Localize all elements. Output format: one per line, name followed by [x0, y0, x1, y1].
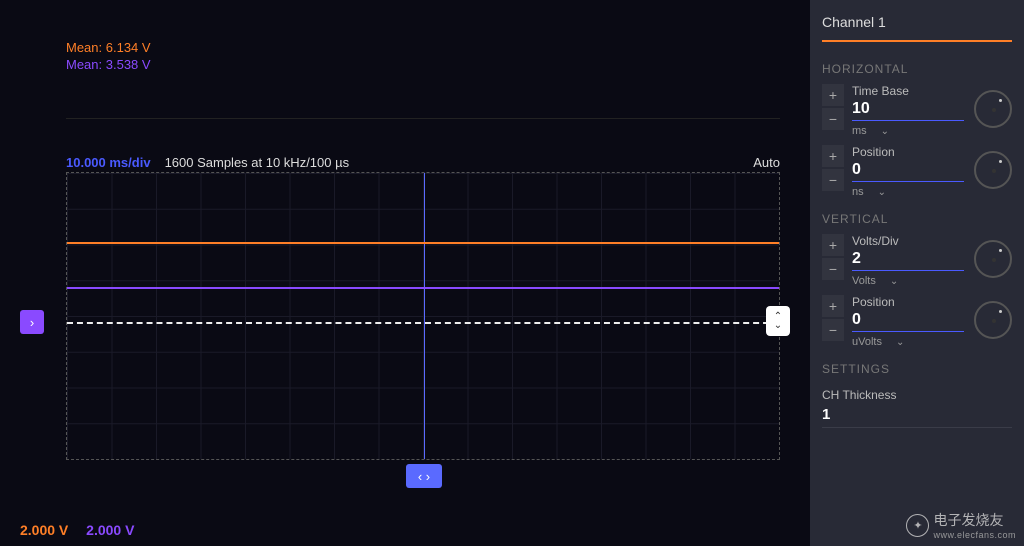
ch1-scale: 2.000 V [20, 522, 68, 538]
vdiv-knob[interactable] [974, 240, 1012, 278]
watermark-line1: 电子发烧友 [933, 510, 1016, 530]
channel-title: Channel 1 [822, 8, 1012, 40]
trace-ch2 [67, 287, 779, 289]
section-settings: SETTINGS [822, 362, 1012, 376]
sidebar-panel: Channel 1 HORIZONTAL + − Time Base 10 ms… [810, 0, 1024, 546]
chevron-down-icon[interactable]: ⌄ [890, 276, 898, 287]
chevron-down-icon[interactable]: ⌄ [896, 337, 904, 348]
trigger-level-line[interactable] [67, 322, 779, 324]
hpos-label: Position [852, 145, 964, 159]
thickness-value[interactable]: 1 [822, 402, 1012, 428]
vpos-knob[interactable] [974, 301, 1012, 339]
timebase-label: 10.000 ms/div [66, 155, 151, 170]
hpos-unit: ns [852, 186, 864, 198]
vdiv-unit: Volts [852, 275, 876, 287]
channel-accent [822, 40, 1012, 42]
mean-ch1: Mean: 6.134 V [66, 40, 151, 55]
timebase-value[interactable]: 10 [852, 100, 964, 121]
watermark: ✦ 电子发烧友 www.elecfans.com [906, 510, 1016, 540]
vpos-control: + − Position 0 uVolts ⌄ [822, 295, 1012, 348]
timebase-label: Time Base [852, 84, 964, 98]
watermark-line2: www.elecfans.com [933, 530, 1016, 540]
trigger-level-handle[interactable]: ⌃ ⌄ [766, 306, 790, 336]
hpos-inc-button[interactable]: + [822, 145, 844, 167]
timebase-unit: ms [852, 125, 867, 137]
vpos-unit: uVolts [852, 336, 882, 348]
hpos-control: + − Position 0 ns ⌄ [822, 145, 1012, 198]
hpos-knob[interactable] [974, 151, 1012, 189]
vpos-label: Position [852, 295, 964, 309]
chevron-down-icon: ⌄ [774, 321, 782, 330]
vpos-dec-button[interactable]: − [822, 319, 844, 341]
hpos-value[interactable]: 0 [852, 161, 964, 182]
trace-ch1 [67, 242, 779, 244]
chevron-down-icon[interactable]: ⌄ [878, 187, 886, 198]
chevron-down-icon[interactable]: ⌄ [881, 126, 889, 137]
vdiv-control: + − Volts/Div 2 Volts ⌄ [822, 234, 1012, 287]
vpos-value[interactable]: 0 [852, 311, 964, 332]
vdiv-value[interactable]: 2 [852, 250, 964, 271]
time-cursor-handle[interactable]: ‹ › [406, 464, 442, 488]
timebase-dec-button[interactable]: − [822, 108, 844, 130]
plot-grid[interactable] [66, 172, 780, 460]
ch2-scale: 2.000 V [86, 522, 134, 538]
sample-info: 1600 Samples at 10 kHz/100 µs [165, 155, 350, 170]
section-horizontal: HORIZONTAL [822, 62, 1012, 76]
timebase-knob[interactable] [974, 90, 1012, 128]
channel-offset-handle[interactable]: › [20, 310, 44, 334]
vdiv-label: Volts/Div [852, 234, 964, 248]
channel-scales: 2.000 V 2.000 V [20, 522, 148, 538]
vpos-inc-button[interactable]: + [822, 295, 844, 317]
vdiv-dec-button[interactable]: − [822, 258, 844, 280]
trigger-mode: Auto [753, 155, 780, 170]
measurement-readouts: Mean: 6.134 V Mean: 3.538 V [66, 40, 151, 74]
section-vertical: VERTICAL [822, 212, 1012, 226]
mean-ch2: Mean: 3.538 V [66, 57, 151, 72]
time-cursor[interactable] [424, 173, 425, 459]
timebase-control: + − Time Base 10 ms ⌄ [822, 84, 1012, 137]
plot-header: 10.000 ms/div 1600 Samples at 10 kHz/100… [66, 155, 780, 170]
hpos-dec-button[interactable]: − [822, 169, 844, 191]
logo-icon: ✦ [906, 514, 929, 537]
timebase-inc-button[interactable]: + [822, 84, 844, 106]
thickness-label: CH Thickness [822, 388, 1012, 402]
vdiv-inc-button[interactable]: + [822, 234, 844, 256]
